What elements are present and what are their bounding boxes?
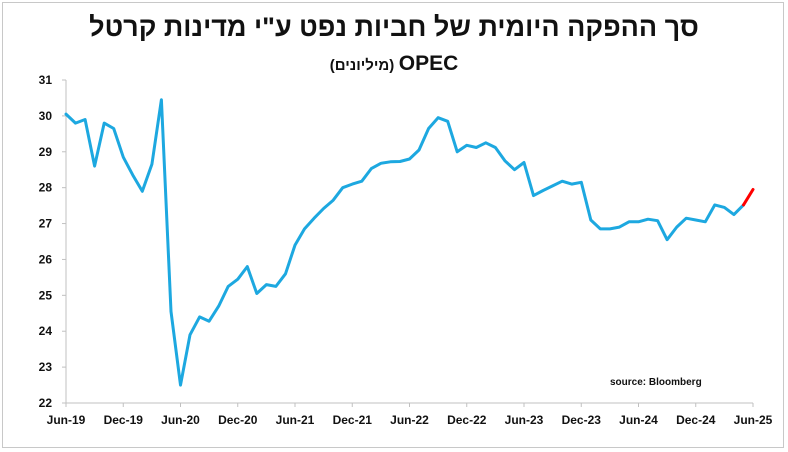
- y-tick-label: 25: [39, 288, 53, 302]
- x-tick-label: Jun-22: [390, 413, 429, 427]
- x-tick-label: Jun-25: [734, 413, 773, 427]
- y-tick-label: 30: [39, 109, 53, 123]
- source-note: source: Bloomberg: [610, 377, 702, 388]
- y-tick-label: 26: [39, 252, 53, 266]
- x-tick-label: Jun-24: [619, 413, 658, 427]
- x-tick-label: Dec-21: [333, 413, 373, 427]
- series-line-main: [64, 98, 745, 387]
- x-tick-label: Dec-19: [104, 413, 144, 427]
- x-tick-label: Dec-23: [562, 413, 602, 427]
- subtitle-unit: (מיליונים): [329, 57, 395, 74]
- y-tick-label: 29: [39, 145, 53, 159]
- y-tick-label: 24: [39, 324, 53, 338]
- chart-frame: [2, 2, 784, 448]
- x-tick-label: Dec-20: [218, 413, 258, 427]
- x-tick-label: Dec-22: [447, 413, 487, 427]
- subtitle-opec: OPEC: [398, 52, 459, 75]
- x-tick-label: Jun-23: [505, 413, 544, 427]
- plot-area: 22 23 24 25 26 27 28 29 30 31 Jun-19 Dec-19 Jun-20 De…: [39, 73, 773, 427]
- x-tick-label: Jun-20: [161, 413, 200, 427]
- chart-title: סך ההפקה היומית של חביות נפט ע"י מדינות …: [89, 12, 699, 42]
- y-tick-label: 23: [39, 360, 53, 374]
- y-tick-label: 28: [39, 181, 53, 195]
- x-tick-label: Jun-21: [276, 413, 315, 427]
- x-tick-label: Dec-24: [676, 413, 716, 427]
- y-tick-label: 27: [39, 217, 53, 231]
- x-tick-label: Jun-19: [47, 413, 86, 427]
- chart-subtitle: OPEC (מיליונים): [0, 52, 788, 76]
- series-line-latest: [742, 188, 755, 207]
- y-tick-label: 31: [39, 73, 53, 87]
- y-tick-label: 22: [39, 396, 53, 410]
